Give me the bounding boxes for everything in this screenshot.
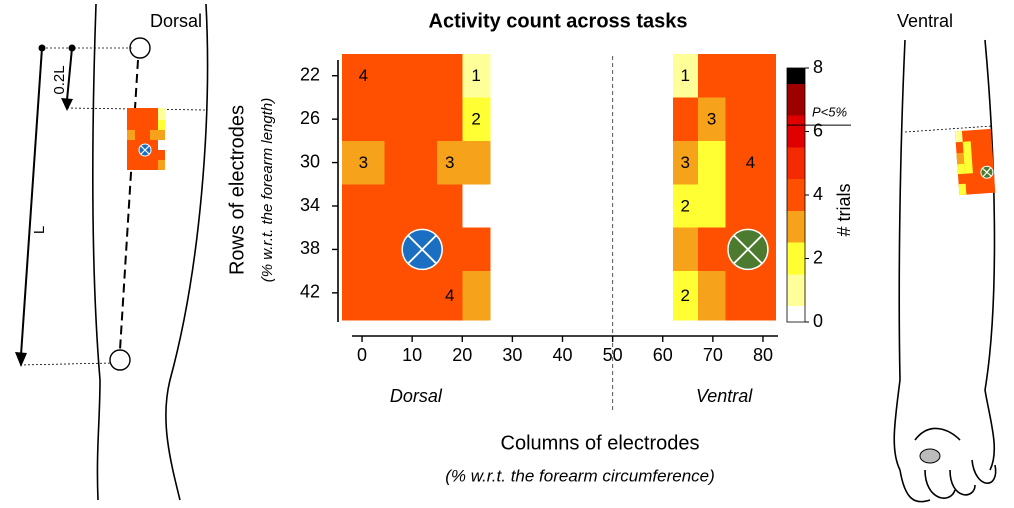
heatmap-cell (672, 54, 699, 98)
heatmap-cell (672, 271, 699, 321)
heatmap-cell (437, 184, 463, 229)
x-tick-label: 80 (753, 345, 773, 365)
threshold-label: P<5% (812, 105, 847, 120)
x-tick-label: 10 (402, 345, 422, 365)
right-arm (893, 39, 997, 503)
x-axis-title: Columns of electrodes (501, 432, 700, 454)
region-label: Dorsal (390, 386, 443, 406)
heatmap-cell (437, 97, 463, 142)
heatmap-cell (725, 184, 776, 229)
heatmap-cell (697, 227, 726, 272)
cell-label: 3 (445, 153, 454, 172)
heatmap-cell (672, 184, 699, 229)
colorbar-tick-label: 8 (813, 57, 823, 77)
heatmap-cell (384, 271, 438, 321)
cell-label: 2 (681, 286, 690, 305)
cell-label: 2 (681, 196, 690, 215)
cell-label: 3 (707, 110, 716, 129)
y-tick-label: 30 (300, 151, 320, 171)
heatmap-cell (462, 184, 491, 229)
colorbar-swatch (787, 179, 805, 211)
y-tick-label: 22 (300, 64, 320, 84)
heatmap-cell (672, 227, 699, 272)
cell-label: 3 (359, 153, 368, 172)
x-tick-label: 0 (357, 345, 367, 365)
cell-label: 4 (445, 286, 454, 305)
cell-label: 2 (471, 110, 480, 129)
cell-label: 3 (681, 153, 690, 172)
colorbar-tick-label: 6 (813, 120, 823, 140)
heatmap-cell (462, 271, 491, 321)
cell-label: 4 (746, 153, 755, 172)
heatmap-cell (342, 184, 386, 229)
colorbar-tick-label: 4 (813, 184, 823, 204)
x-tick-label: 20 (452, 345, 472, 365)
x-tick-label: 50 (603, 345, 623, 365)
cell-label: 1 (471, 66, 480, 85)
heatmap-cell (437, 140, 463, 185)
colorbar-swatch (787, 274, 805, 307)
heatmap-cell (697, 140, 726, 185)
chart-title: Activity count across tasks (429, 10, 688, 32)
heatmap-cell (384, 184, 438, 229)
x-tick-label: 40 (552, 345, 572, 365)
y-tick-label: 38 (300, 238, 320, 258)
centroid-cross (733, 234, 763, 265)
heatmap-cell (384, 54, 438, 98)
heatmap-cell (384, 97, 438, 142)
heatmap-cell (697, 271, 726, 321)
heatmap-cell (462, 97, 491, 142)
heatmap-cell (672, 97, 699, 142)
colorbar-title: # trials (834, 183, 854, 236)
y-tick-label: 34 (300, 195, 320, 215)
heatmap-cell (697, 97, 726, 142)
y-axis-subtitle: (% w.r.t. the forearm length) (259, 98, 276, 283)
heatmap-cell (462, 140, 491, 185)
colorbar-swatch (787, 115, 805, 148)
x-axis-subtitle: (% w.r.t. the forearm circumference) (445, 466, 715, 485)
heatmap-cell (342, 140, 386, 185)
heatmap-cell (462, 54, 491, 98)
x-tick-label: 70 (703, 345, 723, 365)
heatmap-cell (725, 271, 776, 321)
colorbar-tick-label: 2 (813, 247, 823, 267)
heatmap-cell (462, 227, 491, 272)
heatmap-cell (725, 140, 776, 185)
colorbar-tick-label: 0 (813, 311, 823, 331)
cell-label: 1 (681, 66, 690, 85)
colorbar-swatch (787, 83, 805, 116)
heatmap-cell (384, 140, 438, 185)
y-tick-label: 42 (300, 282, 320, 302)
y-axis-title: Rows of electrodes (226, 105, 248, 275)
heatmap-cell (437, 54, 463, 98)
heatmap-cell (697, 54, 726, 98)
colorbar-swatch (787, 210, 805, 243)
heatmap-cell (697, 184, 726, 229)
left-arm (15, 3, 209, 501)
measure-label: 0.2L (51, 65, 68, 94)
cell-label: 4 (359, 66, 368, 85)
colorbar-swatch (787, 68, 805, 84)
x-tick-label: 30 (502, 345, 522, 365)
heatmap-cell (342, 271, 386, 321)
centroid-cross (407, 234, 437, 265)
heatmap-cell (725, 97, 776, 142)
arm-label: Dorsal (150, 11, 202, 31)
heatmap-cell (725, 54, 776, 98)
y-tick-label: 26 (300, 108, 320, 128)
x-tick-label: 60 (653, 345, 673, 365)
region-label: Ventral (696, 386, 753, 406)
heatmap-cell (342, 54, 386, 98)
heatmap-cell (342, 227, 386, 272)
heatmap-cell (342, 97, 386, 142)
heatmap-cell (672, 140, 699, 185)
colorbar-swatch (787, 306, 805, 322)
heatmap-cell (437, 271, 463, 321)
measure-label: L (31, 226, 48, 234)
colorbar-swatch (787, 242, 805, 275)
colorbar-swatch (787, 147, 805, 180)
arm-label: Ventral (897, 11, 953, 31)
